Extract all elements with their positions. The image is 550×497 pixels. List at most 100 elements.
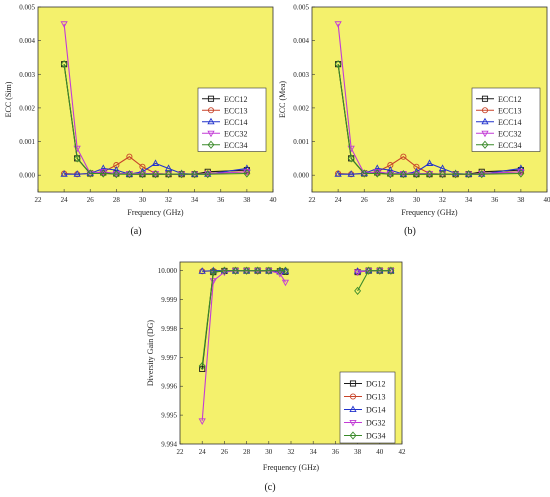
series-dg34	[198, 266, 395, 371]
data-point	[452, 170, 460, 179]
legend-label: ECC14	[498, 118, 522, 127]
legend-label: ECC14	[224, 118, 248, 127]
data-point	[400, 153, 407, 160]
x-tick-label: 32	[165, 196, 173, 204]
data-point	[209, 268, 217, 277]
data-point	[387, 266, 395, 275]
legend-marker	[481, 130, 489, 138]
x-tick-label: 36	[217, 196, 225, 204]
y-tick-label: 0.002	[19, 104, 35, 112]
x-tick-label: 22	[309, 196, 317, 204]
y-axis-label: Diversity Gain (DG)	[146, 320, 155, 387]
data-point	[365, 266, 373, 275]
legend-marker	[481, 107, 489, 114]
legend-label: DG32	[366, 419, 386, 428]
legend-label: DG34	[366, 432, 386, 441]
y-axis-label: ECC (Sim)	[4, 81, 13, 117]
legend-label: ECC13	[224, 106, 248, 115]
y-tick-label: 9.997	[161, 354, 177, 362]
data-point	[386, 170, 394, 179]
y-axis-label: ECC (Mea)	[278, 81, 287, 118]
x-tick-label: 40	[544, 196, 550, 204]
data-point	[376, 266, 384, 275]
data-point	[354, 286, 362, 295]
y-tick-label: 0.004	[293, 37, 309, 45]
x-tick-label: 26	[221, 448, 229, 456]
series-line	[63, 64, 247, 175]
legend-label: DG14	[366, 406, 386, 415]
data-point	[276, 271, 284, 278]
data-point	[152, 170, 159, 179]
data-point	[73, 170, 81, 177]
legend-label: ECC12	[224, 95, 248, 104]
data-point	[99, 169, 107, 178]
x-tick-label: 38	[243, 196, 251, 204]
data-point	[360, 169, 368, 178]
x-tick-label: 40	[376, 448, 384, 456]
x-tick-label: 24	[61, 196, 69, 204]
data-point	[517, 169, 525, 178]
data-point	[86, 169, 94, 178]
legend: ECC12 ECC13 ECC14 ECC32 ECC34	[471, 87, 541, 152]
legend-marker	[349, 431, 357, 440]
y-tick-label: 0.001	[19, 138, 35, 146]
data-point	[334, 60, 342, 69]
data-point	[112, 170, 120, 179]
data-point	[254, 266, 262, 275]
data-point	[282, 266, 289, 275]
data-point	[126, 153, 133, 160]
legend-label: DG13	[366, 393, 386, 402]
data-point	[276, 266, 284, 275]
x-tick-label: 34	[310, 448, 318, 456]
series-line	[201, 270, 391, 367]
data-point	[412, 170, 420, 179]
x-tick-label: 26	[361, 196, 369, 204]
legend-label: ECC13	[498, 106, 522, 115]
y-tick-label: 9.996	[161, 383, 177, 391]
data-point	[265, 266, 273, 275]
data-point	[178, 170, 186, 179]
legend-label: ECC34	[498, 141, 522, 150]
data-point	[73, 154, 81, 163]
data-point	[198, 361, 206, 371]
x-tick-label: 30	[265, 448, 273, 456]
data-point	[60, 21, 68, 28]
panel-caption: (c)	[264, 482, 275, 493]
series-line	[337, 64, 521, 175]
x-tick-label: 26	[87, 196, 95, 204]
panel-caption: (a)	[130, 226, 141, 237]
panel-caption: (b)	[404, 226, 416, 237]
y-tick-label: 10.000	[158, 267, 178, 275]
x-axis-label: Frequency (GHz)	[401, 208, 458, 217]
data-point	[281, 279, 290, 287]
data-point	[353, 269, 362, 277]
x-tick-label: 42	[399, 448, 407, 456]
x-tick-label: 36	[332, 448, 340, 456]
y-tick-label: 0.001	[293, 138, 309, 146]
y-tick-label: 0.003	[293, 71, 309, 79]
data-point	[198, 267, 206, 274]
x-tick-label: 34	[191, 196, 199, 204]
x-tick-label: 24	[199, 448, 207, 456]
x-tick-label: 30	[413, 196, 421, 204]
data-point	[353, 267, 362, 274]
x-tick-label: 34	[465, 196, 473, 204]
x-axis-label: Frequency (GHz)	[127, 208, 184, 217]
data-point	[425, 159, 434, 166]
data-point	[112, 166, 120, 173]
data-point	[386, 166, 394, 173]
data-point	[198, 418, 206, 425]
x-axis-label: Frequency (GHz)	[263, 463, 320, 472]
series-ecc34	[334, 60, 525, 179]
legend-marker	[481, 95, 489, 102]
y-tick-label: 9.994	[161, 441, 177, 449]
y-tick-label: 9.999	[161, 296, 177, 304]
data-point	[334, 21, 342, 28]
legend-marker	[349, 380, 357, 387]
x-tick-label: 32	[439, 196, 447, 204]
data-point	[347, 170, 355, 177]
data-point	[232, 266, 239, 275]
data-point	[399, 170, 407, 179]
x-tick-label: 36	[491, 196, 499, 204]
